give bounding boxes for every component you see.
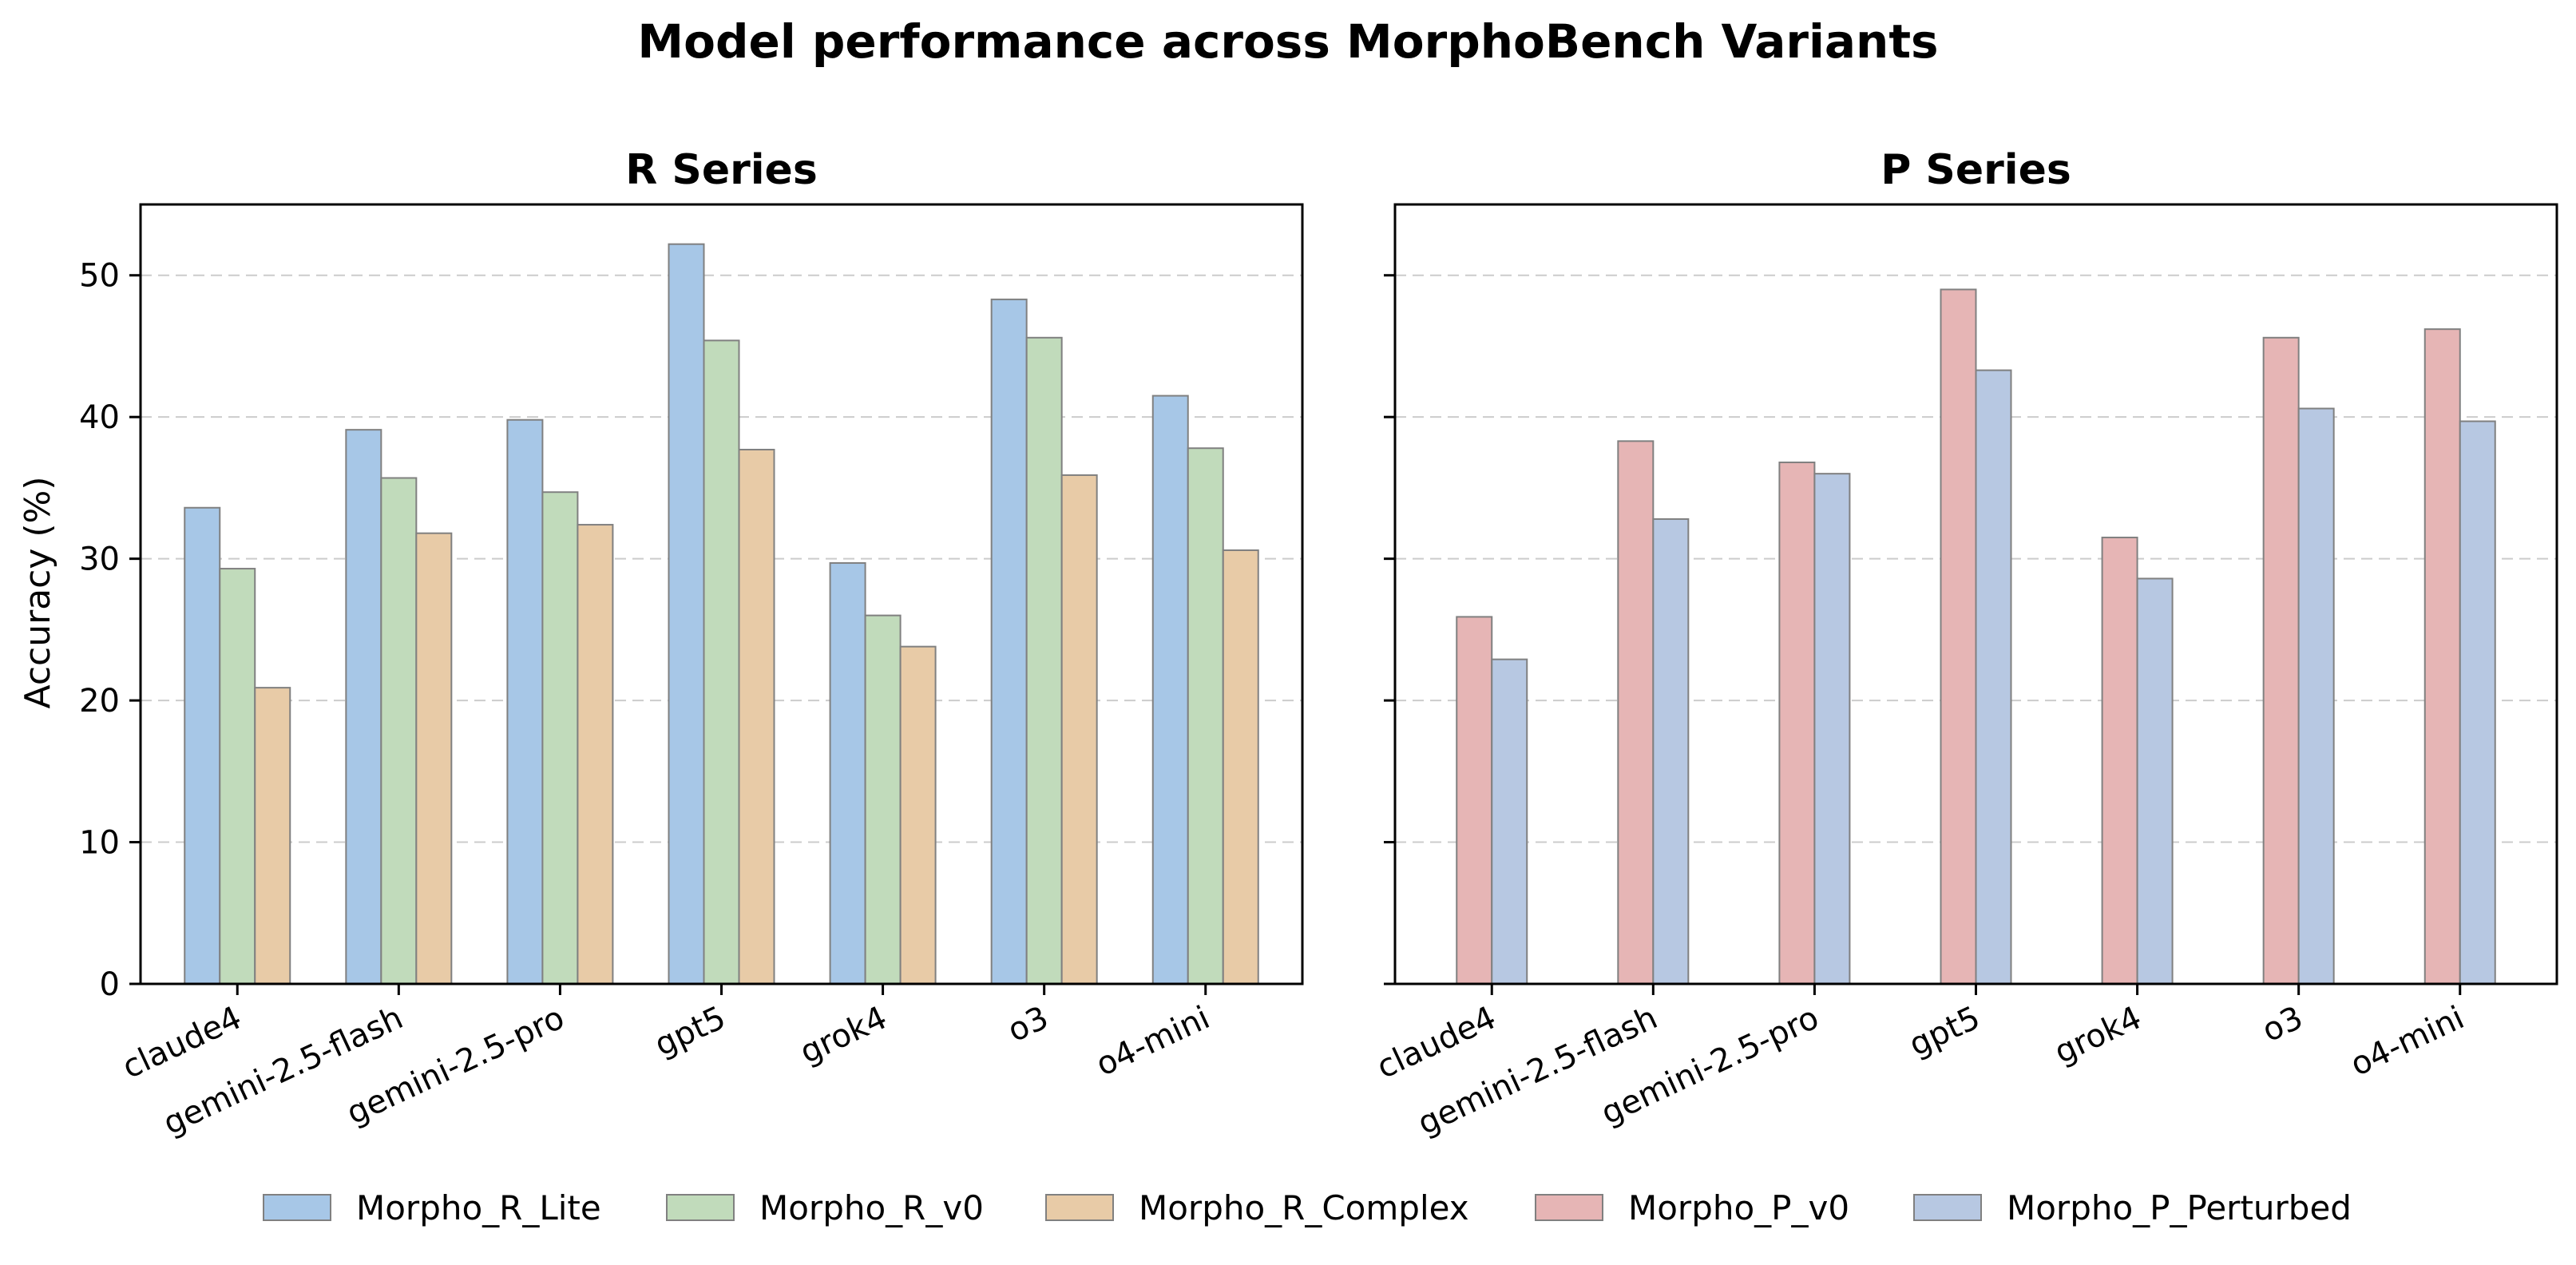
x-tick-label: gpt5 bbox=[649, 999, 731, 1064]
legend-item-morpho-p-v0: Morpho_P_v0 bbox=[1535, 1188, 1849, 1227]
bar-morpho-r-v0-o3 bbox=[1025, 336, 1063, 985]
legend-swatch bbox=[666, 1194, 735, 1221]
x-tick-label: grok4 bbox=[795, 999, 893, 1071]
bar-morpho-r-v0-gemini-2-5-flash bbox=[380, 477, 418, 985]
bar-morpho-r-v0-grok4 bbox=[864, 614, 902, 985]
bar-morpho-r-v0-gemini-2-5-pro bbox=[541, 491, 579, 985]
x-tick-label: o4-mini bbox=[1091, 999, 1215, 1083]
y-axis-label: Accuracy (%) bbox=[18, 476, 58, 708]
y-tick-label: 20 bbox=[79, 683, 120, 720]
legend-swatch bbox=[1913, 1194, 1982, 1221]
y-tick-label: 50 bbox=[79, 258, 120, 295]
bar-morpho-r-v0-o4-mini bbox=[1187, 447, 1224, 985]
bar-morpho-r-complex-o3 bbox=[1060, 474, 1098, 985]
bar-morpho-p-v0-grok4 bbox=[2101, 537, 2138, 985]
bar-morpho-p-perturbed-o4-mini bbox=[2459, 420, 2496, 985]
bar-morpho-r-lite-gemini-2-5-pro bbox=[506, 418, 544, 985]
legend-item-morpho-p-perturbed: Morpho_P_Perturbed bbox=[1913, 1188, 2352, 1227]
legend-item-morpho-r-complex: Morpho_R_Complex bbox=[1045, 1188, 1469, 1227]
y-tick-label: 30 bbox=[79, 541, 120, 578]
bar-morpho-p-perturbed-gemini-2-5-pro bbox=[1813, 473, 1851, 985]
bar-morpho-r-complex-gemini-2-5-pro bbox=[577, 524, 614, 985]
legend-swatch bbox=[1045, 1194, 1114, 1221]
axes-frame bbox=[1393, 203, 2558, 985]
r-series-panel: 01020304050claude4gemini-2.5-flashgemini… bbox=[79, 146, 1304, 1142]
x-tick-label: claude4 bbox=[117, 999, 247, 1086]
bar-morpho-p-perturbed-gemini-2-5-flash bbox=[1652, 518, 1690, 985]
bar-morpho-r-complex-grok4 bbox=[899, 645, 937, 985]
bar-morpho-p-v0-claude4 bbox=[1456, 616, 1493, 985]
legend-label: Morpho_P_Perturbed bbox=[2007, 1188, 2352, 1227]
legend-label: Morpho_R_v0 bbox=[759, 1188, 984, 1227]
chart-title: Model performance across MorphoBench Var… bbox=[637, 14, 1938, 69]
axes-frame bbox=[139, 203, 1304, 985]
legend-label: Morpho_R_Lite bbox=[356, 1188, 601, 1227]
x-tick-label: grok4 bbox=[2049, 999, 2147, 1071]
bar-morpho-p-v0-o3 bbox=[2262, 336, 2300, 985]
legend-swatch bbox=[263, 1194, 331, 1221]
x-tick-label: claude4 bbox=[1371, 999, 1501, 1086]
panel-title: R Series bbox=[625, 146, 818, 194]
legend-label: Morpho_R_Complex bbox=[1139, 1188, 1469, 1227]
bar-morpho-r-v0-gpt5 bbox=[703, 339, 740, 985]
panel-title: P Series bbox=[1880, 146, 2071, 194]
bar-morpho-r-lite-gemini-2-5-flash bbox=[345, 429, 382, 985]
bar-morpho-p-v0-gpt5 bbox=[1940, 288, 1977, 985]
bar-morpho-p-perturbed-claude4 bbox=[1491, 658, 1528, 985]
x-tick-label: gpt5 bbox=[1904, 999, 1986, 1064]
bar-morpho-r-complex-gpt5 bbox=[738, 448, 775, 985]
bar-morpho-r-lite-o4-mini bbox=[1151, 395, 1189, 985]
bar-morpho-r-lite-gpt5 bbox=[668, 243, 705, 985]
bar-morpho-r-complex-claude4 bbox=[254, 687, 291, 985]
bar-morpho-p-v0-gemini-2-5-flash bbox=[1617, 440, 1655, 985]
bar-morpho-r-lite-o3 bbox=[990, 298, 1028, 985]
y-tick-label: 40 bbox=[79, 399, 120, 436]
legend-item-morpho-r-v0: Morpho_R_v0 bbox=[666, 1188, 984, 1227]
bar-morpho-p-perturbed-grok4 bbox=[2136, 577, 2174, 985]
bar-morpho-r-lite-claude4 bbox=[184, 506, 221, 985]
x-tick-label: o3 bbox=[2257, 999, 2308, 1049]
bar-morpho-r-v0-claude4 bbox=[219, 568, 256, 985]
x-tick-label: o4-mini bbox=[2345, 999, 2470, 1083]
legend-swatch bbox=[1535, 1194, 1603, 1221]
legend-label: Morpho_P_v0 bbox=[1628, 1188, 1849, 1227]
bar-morpho-r-lite-grok4 bbox=[829, 561, 866, 985]
bar-morpho-r-complex-o4-mini bbox=[1222, 549, 1259, 985]
bar-morpho-p-v0-gemini-2-5-pro bbox=[1778, 461, 1816, 985]
legend: Morpho_R_Lite Morpho_R_v0 Morpho_R_Complex… bbox=[263, 1188, 2352, 1227]
bar-morpho-p-perturbed-o3 bbox=[2297, 407, 2335, 985]
bar-morpho-r-complex-gemini-2-5-flash bbox=[415, 532, 453, 985]
bar-morpho-p-v0-o4-mini bbox=[2423, 328, 2461, 985]
y-tick-label: 10 bbox=[79, 825, 120, 862]
legend-item-morpho-r-lite: Morpho_R_Lite bbox=[263, 1188, 601, 1227]
y-tick-label: 0 bbox=[100, 966, 120, 1003]
bar-morpho-p-perturbed-gpt5 bbox=[1975, 369, 2012, 985]
x-tick-label: o3 bbox=[1002, 999, 1054, 1049]
